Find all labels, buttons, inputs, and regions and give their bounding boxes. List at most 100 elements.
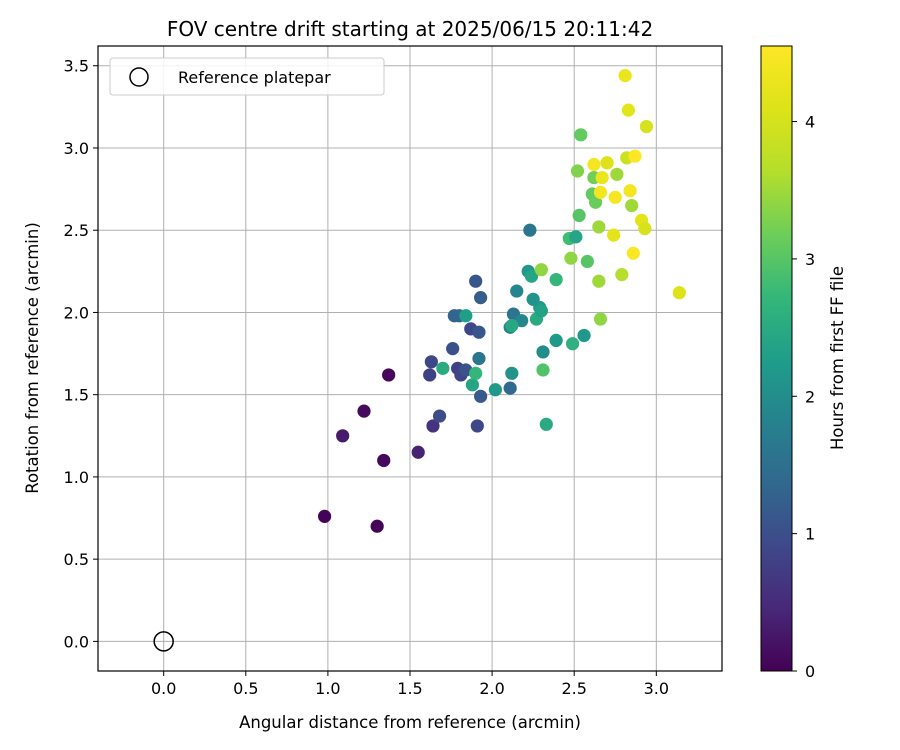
- data-point: [570, 164, 585, 178]
- data-point: [638, 221, 652, 236]
- x-tick-label: 1.5: [397, 679, 422, 698]
- data-point: [336, 429, 350, 443]
- data-points: [318, 69, 686, 533]
- legend-entry: Reference platepar: [178, 68, 331, 87]
- data-point: [446, 342, 460, 356]
- data-point: [608, 190, 622, 204]
- data-point: [377, 453, 391, 468]
- data-point: [588, 195, 603, 209]
- data-point: [505, 366, 519, 380]
- data-point: [615, 268, 629, 282]
- data-point: [569, 230, 583, 244]
- data-point: [436, 361, 450, 375]
- data-point: [382, 368, 396, 382]
- colorbar-gradient: [760, 45, 793, 672]
- data-point: [574, 128, 588, 142]
- data-point: [572, 208, 586, 223]
- y-tick-label: 2.0: [64, 303, 89, 322]
- colorbar-tick-label: 2: [805, 387, 815, 406]
- colorbar-tick-label: 0: [805, 662, 815, 681]
- data-point: [610, 167, 624, 181]
- data-point: [505, 319, 519, 333]
- data-point: [672, 286, 686, 300]
- data-point: [565, 337, 580, 351]
- y-tick-label: 0.5: [64, 550, 89, 569]
- colorbar: 0 1 2 3 4 Hours from first FF file: [760, 45, 847, 681]
- data-point: [432, 409, 447, 423]
- legend-box: [109, 57, 385, 96]
- data-point: [524, 269, 539, 283]
- y-axis-ticks: 0.0 0.5 1.0 1.5 2.0 2.5 3.0 3.5: [64, 57, 98, 651]
- data-point: [593, 185, 608, 199]
- data-point: [515, 314, 529, 328]
- data-point: [625, 198, 639, 213]
- legend: Reference platepar: [109, 57, 385, 96]
- data-point: [459, 309, 473, 323]
- data-point: [536, 363, 550, 377]
- grid-lines: [98, 46, 722, 671]
- y-tick-label: 2.5: [64, 221, 89, 240]
- x-axis-ticks: 0.0 0.5 1.0 1.5 2.0 2.5 3.0: [151, 671, 669, 698]
- data-point: [318, 509, 332, 523]
- data-point: [472, 351, 486, 366]
- y-tick-label: 1.0: [64, 468, 89, 487]
- data-point: [510, 284, 524, 298]
- y-tick-label: 3.0: [64, 139, 89, 158]
- y-tick-label: 0.0: [64, 632, 89, 651]
- data-point: [465, 378, 479, 392]
- data-point: [577, 328, 591, 343]
- data-point: [539, 417, 553, 431]
- reference-marker: [153, 631, 174, 652]
- chart-title: FOV centre drift starting at 2025/06/15 …: [167, 17, 653, 41]
- data-point: [549, 333, 563, 348]
- data-point: [469, 274, 483, 288]
- data-point: [426, 419, 440, 433]
- data-point: [592, 220, 606, 234]
- colorbar-tick-label: 3: [805, 250, 815, 269]
- data-point: [626, 246, 640, 260]
- data-point: [474, 291, 488, 305]
- data-point: [607, 228, 621, 242]
- data-point: [370, 519, 384, 533]
- data-point: [587, 157, 601, 172]
- data-point: [621, 103, 636, 117]
- data-point: [564, 251, 578, 265]
- data-point: [600, 156, 614, 170]
- data-point: [469, 366, 483, 380]
- data-point: [536, 345, 550, 359]
- data-point: [628, 149, 642, 163]
- data-point: [474, 389, 488, 403]
- x-tick-label: 2.5: [561, 679, 586, 698]
- data-point: [593, 312, 608, 326]
- legend-marker: [129, 67, 149, 87]
- data-point: [523, 223, 537, 237]
- data-point: [549, 272, 563, 287]
- colorbar-tick-label: 1: [805, 525, 815, 544]
- colorbar-tick-label: 4: [805, 113, 815, 132]
- data-point: [618, 69, 632, 83]
- reference-point: [153, 631, 174, 652]
- data-point: [623, 184, 637, 198]
- x-tick-label: 3.0: [644, 679, 669, 698]
- x-axis-label: Angular distance from reference (arcmin): [239, 713, 581, 732]
- data-point: [423, 368, 437, 382]
- x-tick-label: 0.5: [233, 679, 258, 698]
- x-tick-label: 0.0: [151, 679, 176, 698]
- data-point: [472, 325, 486, 339]
- colorbar-ticks: 0 1 2 3 4: [792, 113, 815, 681]
- data-point: [639, 119, 654, 134]
- data-point: [595, 170, 609, 185]
- y-tick-label: 3.5: [64, 57, 89, 76]
- data-point: [357, 404, 371, 418]
- data-point: [503, 381, 517, 395]
- data-point: [534, 263, 548, 277]
- x-tick-label: 1.0: [315, 679, 340, 698]
- data-point: [592, 274, 606, 288]
- data-point: [411, 445, 425, 459]
- x-tick-label: 2.0: [479, 679, 504, 698]
- colorbar-label: Hours from first FF file: [828, 266, 847, 450]
- data-point: [534, 304, 548, 318]
- data-point: [488, 383, 502, 397]
- data-point: [424, 355, 438, 369]
